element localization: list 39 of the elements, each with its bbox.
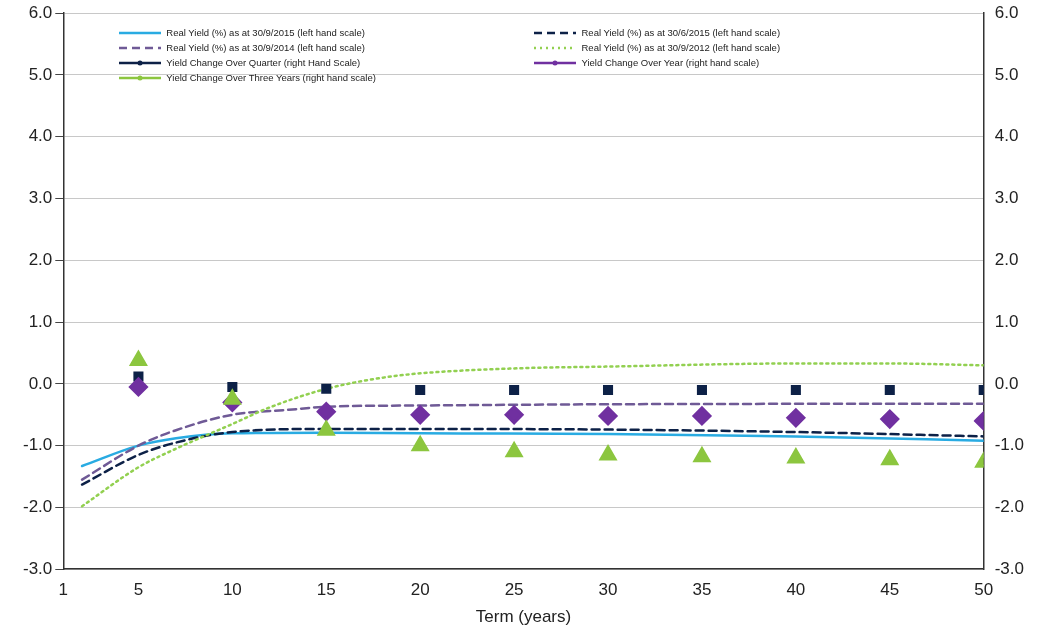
y2-tick-label: 0.0	[994, 373, 1019, 393]
y2-tick-label: -3.0	[994, 558, 1024, 578]
y-tick-label: 5.0	[28, 64, 53, 84]
legend-label: Yield Change Over Year (right hand scale)	[581, 57, 760, 69]
y-tick-label: 3.0	[28, 188, 53, 208]
legend-label: Real Yield (%) as at 30/9/2015 (left hand scale)	[166, 27, 365, 39]
y-tick-label: -1.0	[23, 435, 53, 455]
legend-label: Real Yield (%) as at 30/9/2014 (left hand scale)	[166, 42, 365, 54]
x-tick-label: 45	[880, 580, 900, 600]
x-tick-label: 35	[692, 580, 712, 600]
y2-tick-label: -2.0	[994, 497, 1024, 517]
y2-tick-label: 2.0	[994, 250, 1019, 269]
x-tick-label: 1	[58, 580, 69, 600]
y-tick-label: 6.0	[28, 2, 53, 22]
y2-tick-label: 1.0	[994, 311, 1019, 331]
x-tick-label: 30	[598, 580, 618, 600]
x-tick-label: 40	[786, 580, 806, 600]
y-tick-label: 1.0	[28, 311, 53, 331]
y2-tick-label: 3.0	[994, 188, 1019, 208]
y2-tick-label: 5.0	[994, 64, 1019, 84]
legend-label: Yield Change Over Three Years (right hand scale)	[166, 72, 376, 84]
y-tick-label: 4.0	[28, 126, 53, 146]
y-tick-label: -3.0	[23, 558, 53, 578]
legend-label: Real Yield (%) as at 30/9/2012 (left hand scale)	[581, 42, 781, 54]
y-tick-label: 0.0	[28, 373, 53, 393]
y2-tick-label: 6.0	[994, 2, 1019, 22]
legend-label: Yield Change Over Quarter (right Hand Scale)	[166, 57, 361, 69]
legend-label: Real Yield (%) as at 30/6/2015 (left hand scale)	[581, 27, 781, 39]
y2-tick-label: 4.0	[994, 126, 1019, 146]
x-axis-title: Term (years)	[475, 607, 572, 627]
x-tick-label: 50	[974, 580, 994, 600]
y2-tick-label: -1.0	[994, 435, 1024, 455]
x-tick-label: 5	[133, 580, 144, 600]
y-tick-label: -2.0	[23, 497, 53, 517]
x-tick-label: 25	[504, 580, 524, 600]
x-tick-label: 15	[316, 580, 336, 600]
y-tick-label: 2.0	[28, 250, 53, 269]
x-tick-label: 20	[410, 580, 430, 600]
x-tick-label: 10	[222, 580, 242, 600]
